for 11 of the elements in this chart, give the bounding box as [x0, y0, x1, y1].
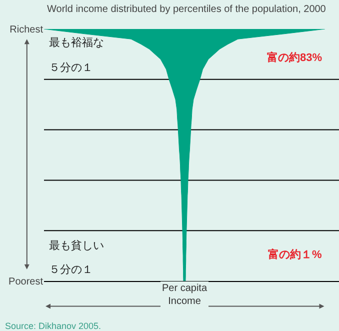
chart-title: World income distributed by percentiles of the population, 2000: [47, 4, 326, 15]
text: 最も貧しい: [49, 239, 104, 252]
y-tick-label: Richest: [10, 24, 44, 36]
x-axis-title: Per capita Income: [162, 283, 208, 307]
annotation: 富の約１%: [268, 248, 322, 261]
text: ５分の１: [49, 264, 93, 276]
source-note: Source: Dikhanov 2005.: [5, 321, 102, 331]
text: 最も裕福な: [49, 36, 104, 49]
text: ５分の１: [49, 62, 93, 74]
y-tick-label: Poorest: [8, 276, 44, 288]
annotation: 富の約83%: [267, 51, 322, 64]
